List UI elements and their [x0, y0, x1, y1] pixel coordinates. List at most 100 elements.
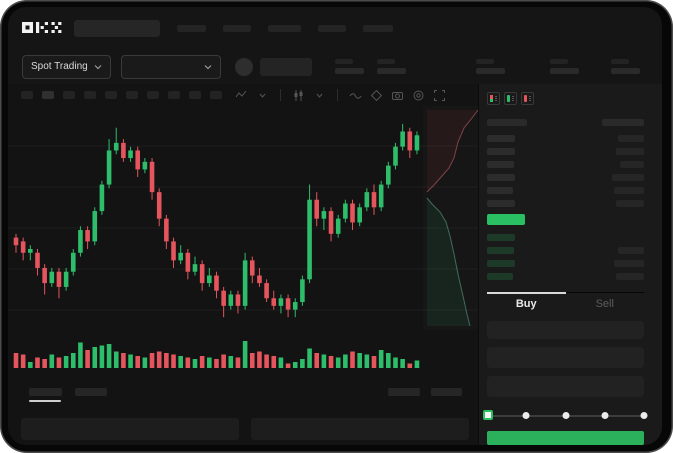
nav-item-placeholder[interactable] [363, 24, 393, 32]
orderbook-bid-row[interactable] [487, 270, 644, 283]
ask-price-placeholder [487, 161, 514, 168]
timeframe-chip[interactable] [63, 91, 75, 99]
toolbar-divider [280, 89, 281, 101]
nav-item-placeholder[interactable] [177, 24, 206, 32]
chart-column [8, 84, 478, 445]
chevron-down-icon[interactable] [313, 89, 326, 102]
bottom-tab-placeholder[interactable] [75, 388, 107, 396]
timeframe-chip[interactable] [210, 91, 222, 99]
candle [414, 135, 420, 151]
volume-bar [321, 354, 327, 368]
timeframe-chip[interactable] [21, 91, 33, 99]
orderbook-ask-row[interactable] [487, 197, 644, 210]
timeframe-chip[interactable] [168, 91, 180, 99]
amount-slider[interactable] [483, 404, 648, 425]
volume-bar [13, 353, 19, 368]
slider-stop[interactable] [601, 411, 609, 419]
stat-label-placeholder [334, 59, 353, 64]
pair-dropdown[interactable] [120, 54, 221, 79]
volume-bar [149, 353, 155, 368]
timeframe-chip[interactable] [147, 91, 159, 99]
candle [164, 218, 169, 242]
order-total-field[interactable] [487, 375, 644, 397]
volume-bar [63, 356, 69, 368]
ask-amount-placeholder [614, 187, 644, 194]
bottom-tabs [8, 374, 478, 410]
orderbook-bid-row[interactable] [487, 257, 644, 270]
ask-price-placeholder [487, 148, 515, 155]
coin-icon [234, 57, 253, 76]
candle [271, 298, 277, 306]
candlestick-chart[interactable] [8, 106, 478, 330]
candle [185, 252, 191, 272]
ask-price-placeholder [487, 135, 515, 142]
bid-price-placeholder [487, 273, 513, 280]
fullscreen-icon[interactable] [433, 89, 446, 102]
book-sell-view-icon[interactable] [521, 92, 534, 105]
okx-logo [22, 21, 62, 33]
orderbook-bid-row[interactable] [487, 244, 644, 257]
stat-value-placeholder [549, 68, 579, 74]
volume-bar [20, 354, 26, 368]
candle [221, 290, 226, 306]
ticker-stat-placeholder [549, 59, 579, 74]
nav-item-placeholder[interactable] [223, 24, 251, 32]
bid-price-placeholder [487, 247, 514, 254]
search-input[interactable] [74, 19, 160, 37]
ask-amount-placeholder [620, 161, 644, 168]
nav-menu [160, 24, 393, 32]
chevron-down-icon[interactable] [256, 89, 269, 102]
nav-item-placeholder[interactable] [318, 24, 346, 32]
book-buy-view-icon[interactable] [504, 92, 517, 105]
slider-stop[interactable] [522, 411, 530, 419]
buy-submit-button[interactable] [487, 430, 644, 445]
volume-bar [178, 356, 183, 368]
candle [386, 165, 391, 185]
indicator-zigzag-icon[interactable] [235, 89, 248, 102]
candle [199, 264, 205, 284]
candle-style-icon[interactable] [292, 89, 305, 102]
orderbook-ask-row[interactable] [487, 171, 644, 184]
orderbook-ask-row[interactable] [487, 158, 644, 171]
orderbook-bid-row[interactable] [487, 231, 644, 244]
bottom-action-placeholder[interactable] [431, 388, 462, 396]
volume-bar [242, 341, 248, 368]
timeframe-chip[interactable] [105, 91, 117, 99]
candle [393, 146, 398, 166]
orderbook-ask-row[interactable] [487, 145, 644, 158]
market-type-dropdown[interactable]: Spot Trading [22, 54, 111, 79]
slider-stop[interactable] [562, 411, 569, 419]
subheader: Spot Trading [8, 49, 662, 84]
orderbook-ask-row[interactable] [487, 132, 644, 145]
candle [106, 150, 112, 185]
compare-diamond-icon[interactable] [370, 89, 383, 102]
bottom-tab-placeholder[interactable] [29, 388, 62, 402]
tab-buy[interactable]: Buy [515, 297, 537, 310]
order-price-field[interactable] [487, 320, 644, 339]
timeframe-chip[interactable] [126, 91, 138, 99]
timeframe-chip[interactable] [42, 91, 54, 99]
stat-value-placeholder [334, 68, 364, 74]
settings-gear-icon[interactable] [412, 89, 425, 102]
camera-icon[interactable] [391, 89, 404, 102]
candle [142, 161, 148, 170]
candle [343, 203, 348, 219]
nav-item-placeholder[interactable] [268, 24, 301, 32]
candle [178, 252, 183, 261]
stat-value-placeholder [376, 68, 406, 74]
order-panel: Buy Sell [478, 84, 662, 445]
timeframe-chip[interactable] [189, 91, 201, 99]
orderbook-ask-row[interactable] [487, 184, 644, 197]
tab-sell[interactable]: Sell [595, 297, 614, 310]
volume-bar [42, 359, 47, 368]
slider-stop[interactable] [483, 409, 493, 420]
chart-toolbar [8, 84, 478, 106]
timeframe-chip[interactable] [84, 91, 96, 99]
line-wave-icon[interactable] [349, 89, 362, 102]
order-amount-field[interactable] [487, 346, 644, 368]
book-both-view-icon[interactable] [487, 92, 500, 105]
candle [257, 275, 262, 284]
slider-stop[interactable] [640, 411, 648, 419]
toolbar-divider [337, 89, 338, 101]
bottom-action-placeholder[interactable] [388, 388, 420, 396]
